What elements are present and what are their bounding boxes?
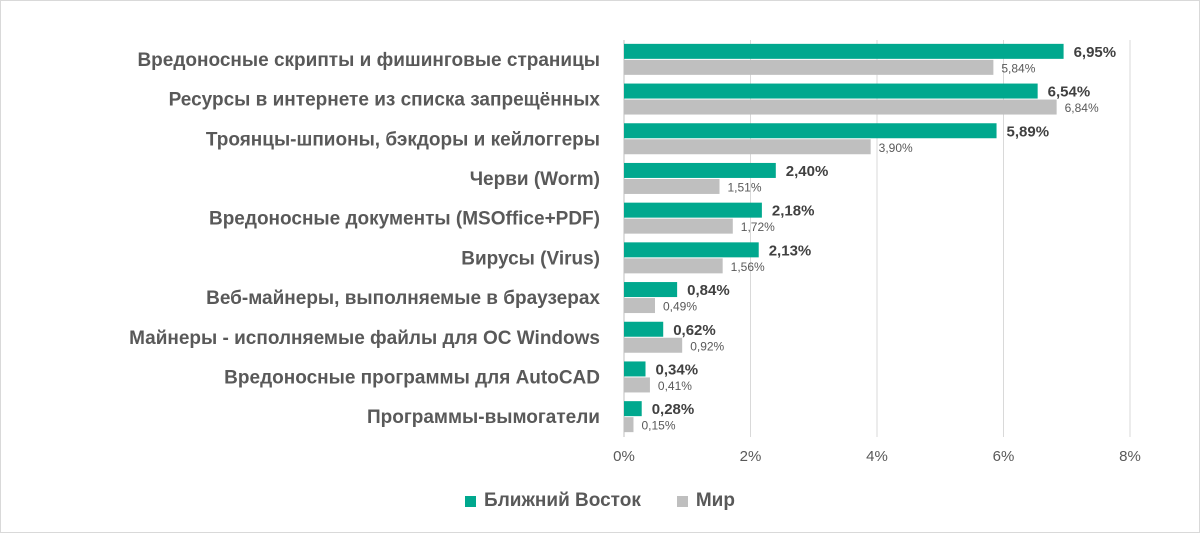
- category-label-2: Троянцы-шпионы, бэкдоры и кейлоггеры: [206, 129, 600, 150]
- category-label-0: Вредоносные скрипты и фишинговые страниц…: [137, 50, 600, 71]
- data-label-middle-east-8: 0,34%: [656, 361, 699, 378]
- category-label-7: Майнеры - исполняемые файлы для ОС Windo…: [129, 328, 600, 349]
- category-label-9: Программы-вымогатели: [367, 407, 600, 428]
- data-label-middle-east-6: 0,84%: [687, 282, 730, 299]
- data-label-world-6: 0,49%: [663, 300, 697, 314]
- bar-middle-east-8: [624, 361, 646, 377]
- bar-world-8: [624, 377, 650, 393]
- data-label-world-1: 6,84%: [1065, 101, 1099, 115]
- data-label-world-4: 1,72%: [741, 220, 775, 234]
- data-label-middle-east-7: 0,62%: [673, 322, 716, 339]
- bar-middle-east-3: [624, 162, 776, 178]
- data-label-middle-east-9: 0,28%: [652, 401, 695, 418]
- bar-middle-east-2: [624, 123, 997, 139]
- data-label-world-2: 3,90%: [879, 141, 913, 155]
- data-label-world-5: 1,56%: [731, 260, 765, 274]
- bar-world-9: [624, 417, 634, 433]
- legend-item-middle-east: Ближний Восток: [465, 490, 641, 512]
- legend-label-middle-east: Ближний Восток: [484, 490, 641, 511]
- data-label-world-7: 0,92%: [690, 339, 724, 353]
- x-tick-label-2: 4%: [866, 448, 888, 465]
- category-label-5: Вирусы (Virus): [461, 248, 600, 269]
- category-label-4: Вредоносные документы (MSOffice+PDF): [209, 209, 600, 230]
- legend-swatch-middle-east: [465, 495, 477, 507]
- bar-world-6: [624, 298, 655, 314]
- bar-world-1: [624, 99, 1057, 115]
- x-tick-label-4: 8%: [1119, 448, 1141, 465]
- legend-label-world: Мир: [695, 490, 735, 511]
- data-label-middle-east-0: 6,95%: [1074, 44, 1117, 61]
- data-label-middle-east-4: 2,18%: [772, 203, 815, 220]
- category-label-8: Вредоносные программы для AutoCAD: [224, 367, 600, 388]
- bar-middle-east-5: [624, 242, 759, 258]
- bar-middle-east-7: [624, 321, 664, 337]
- x-tick-label-1: 2%: [740, 448, 762, 465]
- bar-middle-east-0: [624, 43, 1064, 59]
- bar-middle-east-6: [624, 282, 678, 298]
- x-tick-label-0: 0%: [613, 448, 635, 465]
- bar-world-7: [624, 337, 683, 353]
- legend-item-world: Мир: [676, 490, 735, 512]
- bar-middle-east-9: [624, 401, 642, 417]
- bar-middle-east-4: [624, 202, 762, 218]
- data-label-world-8: 0,41%: [658, 379, 692, 393]
- bar-world-5: [624, 258, 723, 274]
- legend-swatch-world: [676, 495, 688, 507]
- data-label-world-9: 0,15%: [641, 419, 675, 433]
- data-label-middle-east-5: 2,13%: [769, 242, 812, 259]
- chart-legend: Ближний Восток Мир: [0, 490, 1200, 512]
- data-label-world-3: 1,51%: [728, 180, 762, 194]
- bar-world-4: [624, 218, 733, 234]
- data-label-middle-east-2: 5,89%: [1007, 123, 1050, 140]
- data-label-middle-east-1: 6,54%: [1048, 84, 1091, 101]
- category-label-6: Веб-майнеры, выполняемые в браузерах: [206, 288, 600, 309]
- bar-middle-east-1: [624, 83, 1038, 99]
- x-tick-label-3: 6%: [993, 448, 1015, 465]
- category-label-3: Черви (Worm): [470, 169, 600, 190]
- data-label-world-0: 5,84%: [1001, 61, 1035, 75]
- bar-world-3: [624, 178, 720, 194]
- bar-world-2: [624, 139, 871, 155]
- bar-world-0: [624, 59, 994, 75]
- data-label-middle-east-3: 2,40%: [786, 163, 829, 180]
- category-label-1: Ресурсы в интернете из списка запрещённы…: [169, 90, 601, 111]
